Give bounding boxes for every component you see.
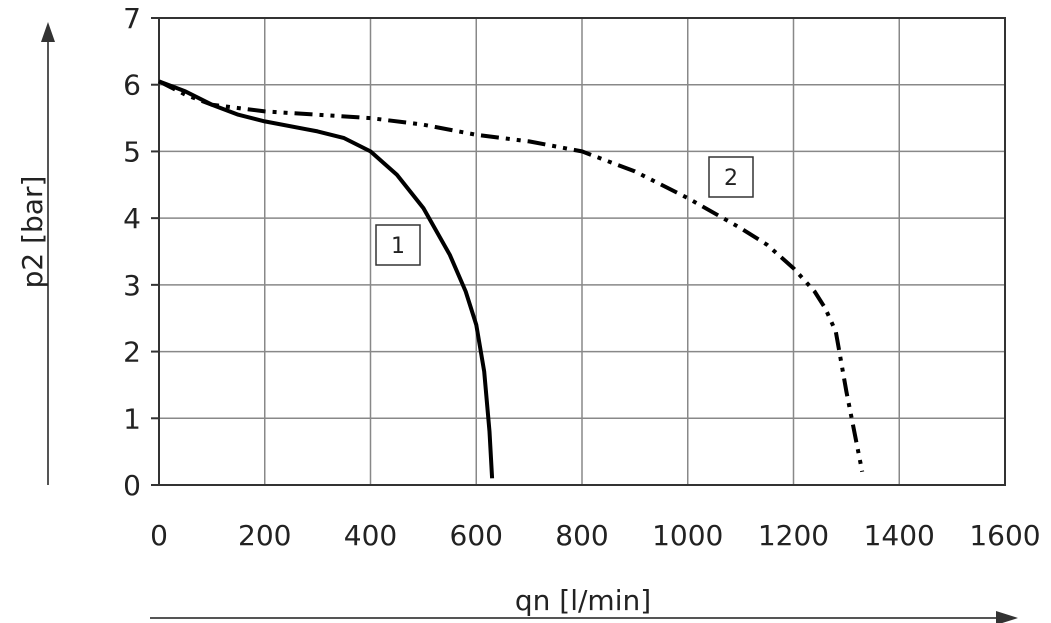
- series-line-1: [158, 79, 495, 479]
- curve-label-2-text: 2: [724, 166, 738, 191]
- y-tick-label: 0: [123, 469, 141, 502]
- x-tick-label: 1000: [652, 519, 723, 552]
- x-tick-label: 1400: [864, 519, 935, 552]
- series-layer: [158, 79, 865, 479]
- y-tick-label: 2: [123, 336, 141, 369]
- x-tick-label: 800: [555, 519, 608, 552]
- y-tick-label: 7: [123, 2, 141, 35]
- y-axis-title: p2 [bar]: [16, 176, 49, 289]
- x-tick-label: 1200: [758, 519, 829, 552]
- y-tick-label: 3: [123, 269, 141, 302]
- plot-border: [158, 17, 1006, 486]
- x-tick-labels: 0 200 400 600 800 1000 1200 1400 1600: [150, 519, 1041, 552]
- grid: [151, 17, 1006, 486]
- y-tick-label: 1: [123, 402, 141, 435]
- y-axis-arrow: [41, 22, 55, 485]
- y-tick-label: 4: [123, 202, 141, 235]
- x-axis-arrow: [150, 611, 1018, 623]
- curve-label-1: 1: [375, 224, 421, 266]
- curve-label-1-text: 1: [391, 234, 405, 259]
- x-axis-title: qn [l/min]: [515, 584, 651, 617]
- x-tick-label: 1600: [969, 519, 1040, 552]
- y-tick-label: 5: [123, 135, 141, 168]
- curve-label-2: 2: [708, 156, 754, 198]
- y-tick-labels: 0 1 2 3 4 5 6 7: [123, 2, 141, 502]
- x-tick-label: 0: [150, 519, 168, 552]
- x-tick-label: 400: [344, 519, 397, 552]
- x-tick-label: 200: [238, 519, 291, 552]
- x-tick-label: 600: [450, 519, 503, 552]
- series-line-2: [158, 79, 865, 473]
- plot-frame: [158, 17, 1006, 486]
- y-tick-label: 6: [123, 69, 141, 102]
